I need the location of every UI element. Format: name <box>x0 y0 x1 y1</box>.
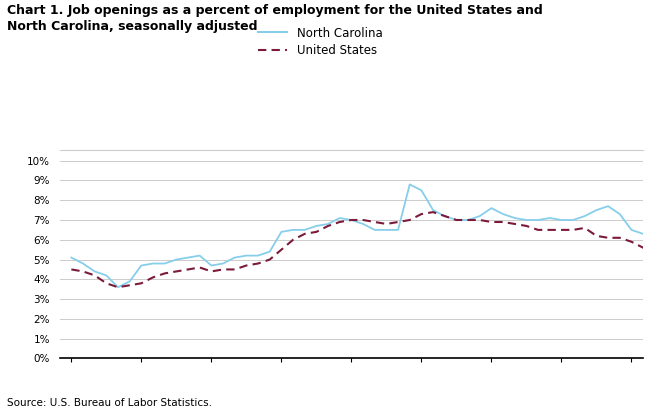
Legend: North Carolina, United States: North Carolina, United States <box>258 26 383 57</box>
Text: Source: U.S. Bureau of Labor Statistics.: Source: U.S. Bureau of Labor Statistics. <box>7 398 211 408</box>
Text: Chart 1. Job openings as a percent of employment for the United States and
North: Chart 1. Job openings as a percent of em… <box>7 4 542 33</box>
